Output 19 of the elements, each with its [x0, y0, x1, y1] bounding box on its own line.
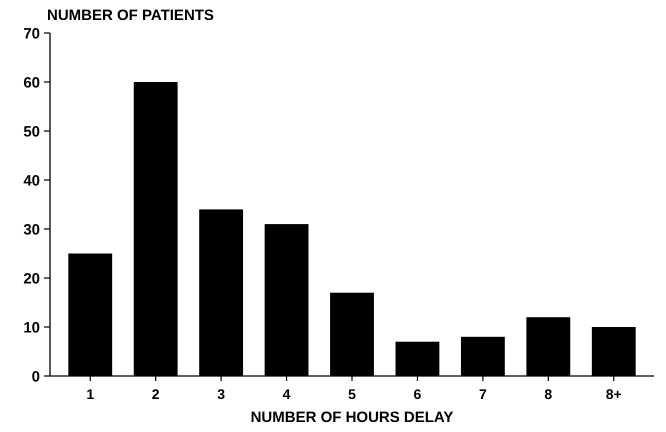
y-tick-label: 40: [23, 172, 40, 190]
x-axis-title: NUMBER OF HOURS DELAY: [250, 409, 454, 426]
x-tick-label: 8+: [606, 386, 622, 402]
x-tick-label: 3: [217, 386, 226, 402]
x-tick-label: 7: [478, 386, 487, 402]
y-tick-label: 60: [23, 74, 40, 92]
y-tick-label: 0: [32, 368, 40, 386]
x-tick-label: 4: [282, 386, 291, 402]
y-tick-label: 30: [23, 221, 40, 238]
x-tick-label: 5: [348, 386, 356, 402]
y-tick-label: 10: [23, 319, 40, 336]
y-tick-label: 20: [23, 270, 40, 288]
x-tick-label: 8: [544, 386, 552, 402]
y-tick-label: 70: [23, 25, 40, 42]
x-tick-label: 6: [414, 386, 422, 402]
x-tick-label: 1: [86, 386, 94, 402]
y-axis-title: NUMBER OF PATIENTS: [47, 7, 214, 24]
y-tick-label: 50: [23, 123, 40, 140]
x-tick-label: 2: [152, 386, 160, 402]
